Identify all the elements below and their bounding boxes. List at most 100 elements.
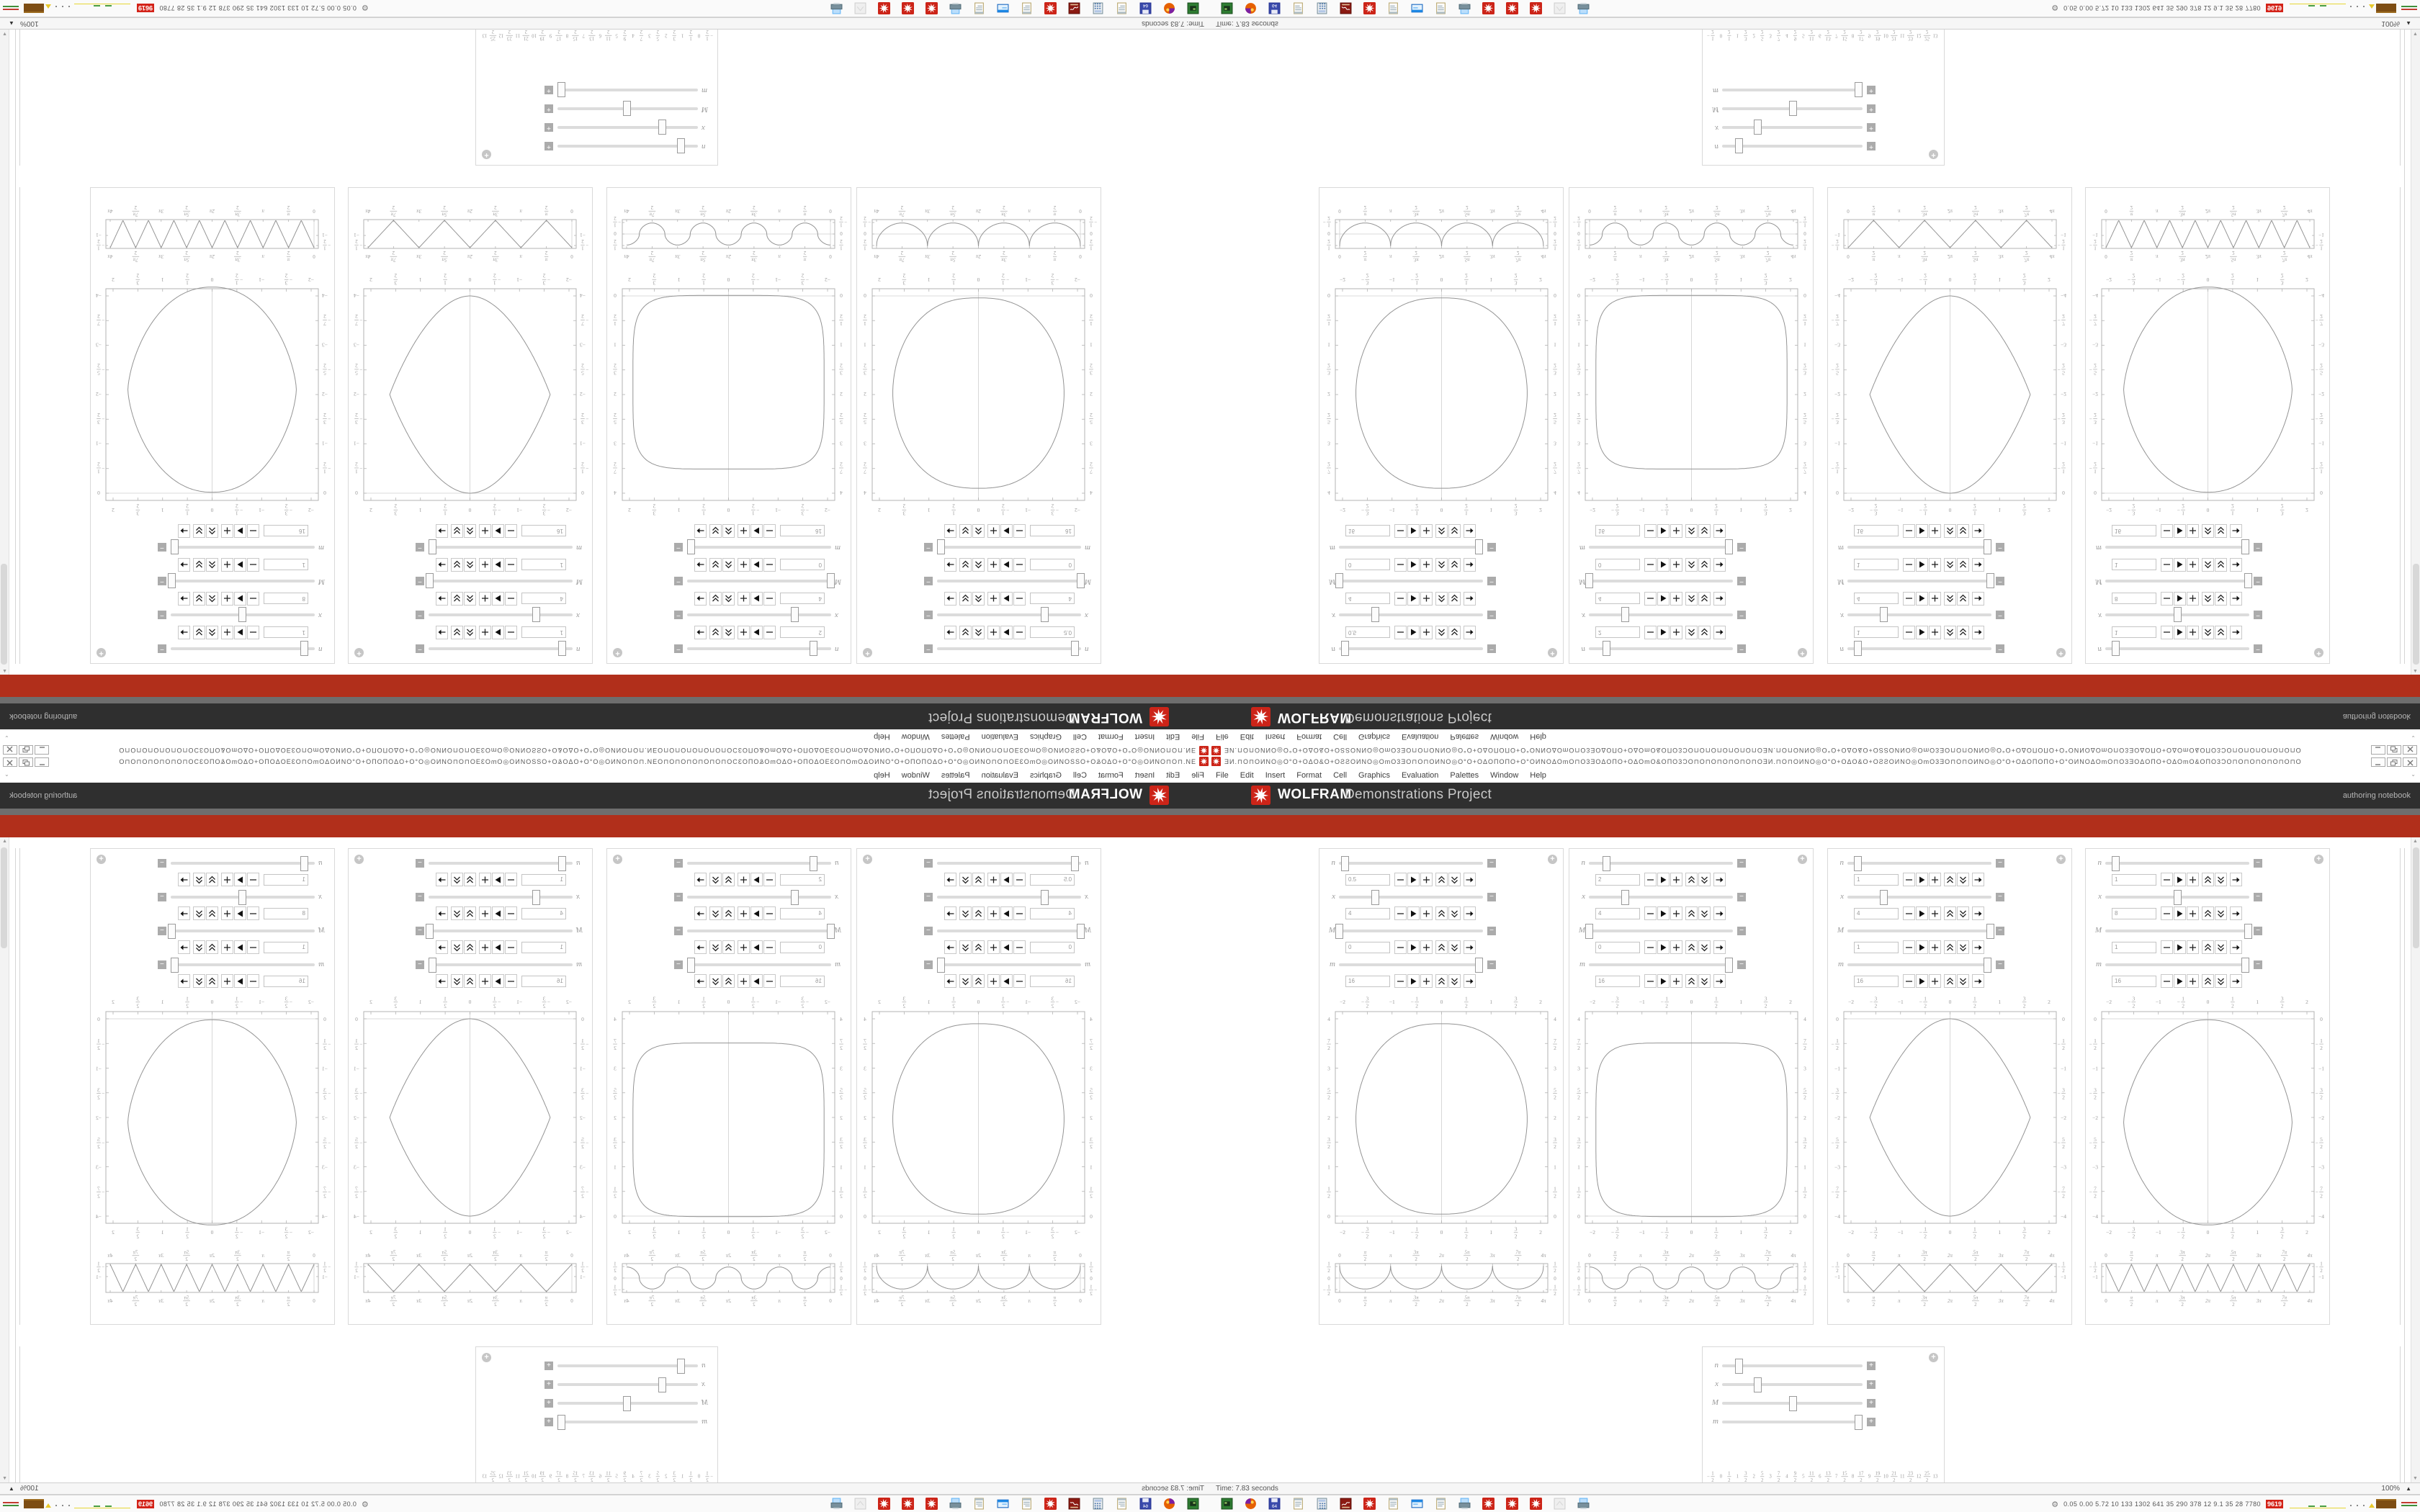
slider-M[interactable] xyxy=(937,580,1081,582)
step-down-button[interactable] xyxy=(505,940,517,954)
gear-icon[interactable]: ⚙ xyxy=(2051,1500,2059,1509)
step-up-button[interactable] xyxy=(221,524,233,538)
value-field-m[interactable]: 16 xyxy=(521,525,566,536)
scroll-down-icon[interactable]: ▼ xyxy=(2413,1476,2418,1481)
taskbar-icon-notepad[interactable] xyxy=(1387,1498,1399,1510)
expand-controls-button[interactable]: + xyxy=(1867,1380,1876,1389)
cell-group-bracket[interactable] xyxy=(2404,30,2405,664)
slider-handle[interactable] xyxy=(658,120,667,135)
faster-button[interactable] xyxy=(2202,940,2214,954)
value-field-M[interactable]: 0 xyxy=(1595,559,1640,570)
expand-controls-button[interactable]: + xyxy=(544,86,553,94)
step-down-button[interactable] xyxy=(247,524,259,538)
collapse-controls-button[interactable]: − xyxy=(158,644,166,653)
step-up-button[interactable] xyxy=(738,524,750,538)
slower-button[interactable] xyxy=(959,974,972,988)
menu-item-cell[interactable]: Cell xyxy=(1333,770,1348,780)
manipulate-options-icon[interactable]: + xyxy=(2056,855,2066,864)
menu-item-graphics[interactable]: Graphics xyxy=(1358,732,1391,742)
step-down-button[interactable] xyxy=(247,558,259,572)
value-field-n[interactable]: 1 xyxy=(521,626,566,638)
slower-button[interactable] xyxy=(1448,974,1461,988)
value-field-M[interactable]: 0 xyxy=(1345,942,1390,953)
scrollbar-thumb[interactable] xyxy=(2413,564,2419,665)
expand-controls-button[interactable]: + xyxy=(544,1380,553,1389)
play-button[interactable] xyxy=(1000,940,1013,954)
value-field-n[interactable]: 2 xyxy=(1595,874,1640,886)
window-title-bar[interactable]: ƎИ.⊓O⊓OИNO◎O°O+OΔO&O+OƧƧOИNO◎OmO3ƎO⊓O⊓OИ… xyxy=(0,756,1210,768)
step-down-button[interactable] xyxy=(1903,626,1915,639)
direction-button[interactable] xyxy=(178,558,190,572)
menu-item-graphics[interactable]: Graphics xyxy=(1358,770,1391,780)
slower-button[interactable] xyxy=(451,558,463,572)
slider-m[interactable] xyxy=(1722,1421,1863,1423)
faster-button[interactable] xyxy=(206,558,218,572)
close-icon[interactable] xyxy=(3,757,17,767)
manipulate-options-icon[interactable]: + xyxy=(1929,1353,1938,1362)
direction-button[interactable] xyxy=(1713,974,1726,988)
faster-button[interactable] xyxy=(1944,940,1956,954)
direction-button[interactable] xyxy=(944,873,956,886)
collapse-controls-button[interactable]: − xyxy=(158,611,166,619)
slower-button[interactable] xyxy=(2215,873,2227,886)
play-button[interactable] xyxy=(1916,524,1928,538)
step-down-button[interactable] xyxy=(1394,974,1407,988)
faster-button[interactable] xyxy=(722,940,735,954)
play-button[interactable] xyxy=(750,940,763,954)
cell-group-bracket[interactable] xyxy=(15,848,16,1482)
vertical-scrollbar[interactable]: ▲ ▼ xyxy=(0,837,9,1482)
expand-controls-button[interactable]: + xyxy=(1867,104,1876,113)
value-field-m[interactable]: 16 xyxy=(1854,976,1899,987)
step-up-button[interactable] xyxy=(987,626,1000,639)
slider-handle[interactable] xyxy=(1335,573,1343,588)
step-up-button[interactable] xyxy=(738,592,750,606)
collapse-controls-button[interactable]: − xyxy=(674,543,683,552)
direction-button[interactable] xyxy=(1464,873,1476,886)
direction-button[interactable] xyxy=(178,524,190,538)
slower-button[interactable] xyxy=(193,626,205,639)
slider-m[interactable] xyxy=(1339,546,1483,549)
step-up-button[interactable] xyxy=(479,974,491,988)
slider-m[interactable] xyxy=(1722,89,1863,91)
direction-button[interactable] xyxy=(1713,592,1726,606)
value-field-n[interactable]: 1 xyxy=(1854,626,1899,638)
play-button[interactable] xyxy=(1916,592,1928,606)
direction-button[interactable] xyxy=(694,524,707,538)
collapse-controls-button[interactable]: − xyxy=(1487,644,1496,653)
step-up-button[interactable] xyxy=(987,558,1000,572)
step-up-button[interactable] xyxy=(738,906,750,920)
faster-button[interactable] xyxy=(722,873,735,886)
slider-handle[interactable] xyxy=(1984,539,1991,554)
slower-button[interactable] xyxy=(451,626,463,639)
minimize-button[interactable] xyxy=(35,745,49,755)
slider-handle[interactable] xyxy=(1880,890,1888,905)
slider-handle[interactable] xyxy=(827,924,835,939)
taskbar-icon-window-blue[interactable] xyxy=(1411,1498,1423,1510)
step-down-button[interactable] xyxy=(2161,524,2173,538)
menu-item-cell[interactable]: Cell xyxy=(1333,732,1348,742)
menu-item-file[interactable]: File xyxy=(1191,770,1204,780)
collapse-controls-button[interactable]: − xyxy=(158,543,166,552)
value-field-M[interactable]: 0 xyxy=(1030,559,1075,570)
slower-button[interactable] xyxy=(1957,626,1969,639)
direction-button[interactable] xyxy=(178,873,190,886)
play-button[interactable] xyxy=(492,592,504,606)
scroll-up-icon[interactable]: ▲ xyxy=(2413,668,2418,673)
taskbar-icon-spikey-red[interactable] xyxy=(1530,2,1542,14)
step-up-button[interactable] xyxy=(479,873,491,886)
slider-handle[interactable] xyxy=(2244,924,2252,939)
expand-controls-button[interactable]: + xyxy=(1867,86,1876,94)
step-down-button[interactable] xyxy=(763,974,776,988)
step-up-button[interactable] xyxy=(1929,940,1941,954)
manipulate-options-icon[interactable]: + xyxy=(1929,150,1938,159)
taskbar-icon-printer-doc[interactable] xyxy=(949,2,962,14)
slower-button[interactable] xyxy=(1698,940,1711,954)
faster-button[interactable] xyxy=(1685,873,1698,886)
menu-item-palettes[interactable]: Palettes xyxy=(941,770,970,780)
slider-handle[interactable] xyxy=(1603,641,1610,656)
faster-button[interactable] xyxy=(464,626,476,639)
taskbar-icon-red-book[interactable] xyxy=(1340,1498,1352,1510)
faster-button[interactable] xyxy=(1685,940,1698,954)
step-down-button[interactable] xyxy=(247,906,259,920)
slider-handle[interactable] xyxy=(1986,924,1994,939)
